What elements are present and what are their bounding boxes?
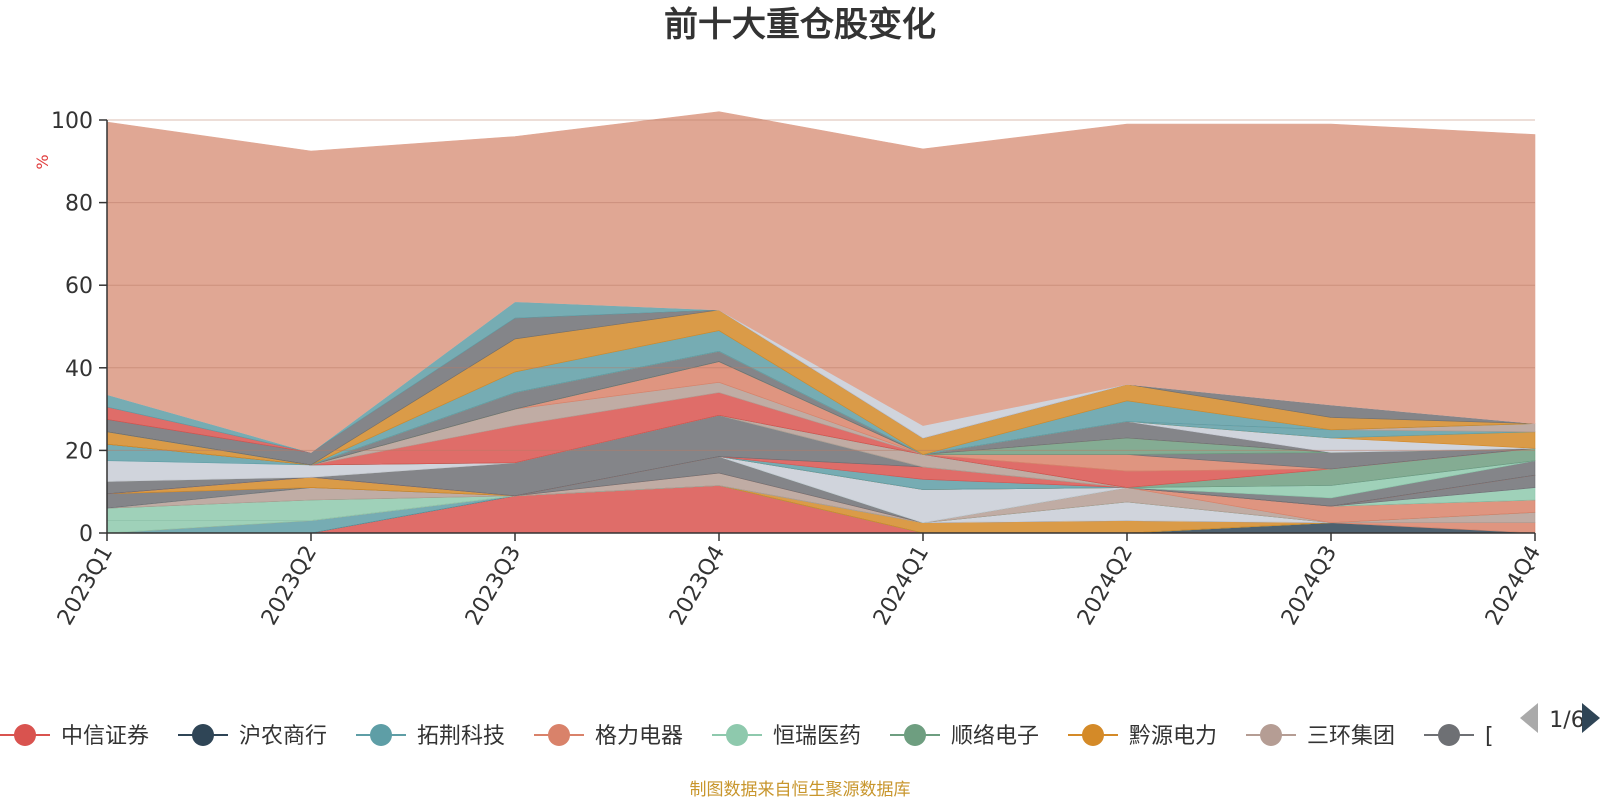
legend-item-6[interactable]: 顺络电子 (890, 724, 1039, 749)
legend-label: 恒瑞医药 (773, 724, 861, 749)
legend-marker-icon (726, 724, 748, 746)
legend-label: 格力电器 (595, 724, 683, 749)
x-tick-label-2024Q2: 2024Q2 (1073, 542, 1138, 630)
legend-item-4[interactable]: 格力电器 (534, 724, 683, 749)
x-tick-label-2024Q3: 2024Q3 (1277, 542, 1342, 630)
x-tick-label-2023Q3: 2023Q3 (461, 542, 526, 630)
legend-label: [ (1485, 724, 1494, 749)
legend-label: 三环集团 (1307, 724, 1395, 749)
legend-label: 沪农商行 (239, 724, 327, 749)
next-page-icon[interactable] (1582, 703, 1600, 733)
legend-pager: 1/6 (1520, 703, 1600, 733)
gridlines (107, 119, 1535, 451)
legend-item-7[interactable]: 黔源电力 (1068, 724, 1217, 749)
y-tick-label-80: 80 (65, 192, 93, 217)
data-source-footer: 制图数据来自恒生聚源数据库 (690, 780, 911, 800)
legend-marker-icon (1082, 724, 1104, 746)
y-axis-label: % (33, 154, 52, 169)
legend-item-9[interactable]: [ (1424, 724, 1494, 749)
legend-marker-icon (192, 724, 214, 746)
legend-marker-icon (1260, 724, 1282, 746)
chart-title: 前十大重仓股变化 (664, 5, 936, 45)
legend-label: 中信证券 (61, 724, 149, 749)
legend-marker-icon (548, 724, 570, 746)
y-tick-label-20: 20 (65, 439, 93, 464)
x-tick-label-2024Q4: 2024Q4 (1481, 542, 1546, 630)
x-tick-label-2023Q1: 2023Q1 (53, 542, 118, 630)
legend-item-8[interactable]: 三环集团 (1246, 724, 1395, 749)
legend-marker-icon (904, 724, 926, 746)
legend-marker-icon (1438, 724, 1460, 746)
legend-item-2[interactable]: 沪农商行 (178, 724, 327, 749)
y-tick-label-40: 40 (65, 357, 93, 382)
legend-marker-icon (14, 724, 36, 746)
prev-page-icon[interactable] (1520, 703, 1538, 733)
legend-item-5[interactable]: 恒瑞医药 (712, 724, 861, 749)
y-tick-label-60: 60 (65, 274, 93, 299)
x-tick-label-2024Q1: 2024Q1 (869, 542, 934, 630)
axes (99, 119, 1536, 541)
x-tick-label-2023Q2: 2023Q2 (257, 542, 322, 630)
y-tick-label-0: 0 (79, 522, 93, 547)
legend-marker-icon (370, 724, 392, 746)
legend-item-3[interactable]: 拓荆科技 (356, 724, 505, 749)
legend-label: 黔源电力 (1129, 724, 1217, 749)
legend-item-1[interactable]: 中信证券 (0, 724, 149, 749)
y-tick-label-100: 100 (51, 109, 93, 134)
y-tick-labels: 0 20 40 60 80 100 (51, 109, 93, 547)
legend-label: 顺络电子 (951, 724, 1039, 749)
legend: 中信证券 沪农商行 拓荆科技 格力电器 恒瑞医药 顺络电子 黔源电力 三环集团 [ (0, 724, 1494, 749)
legend-page-indicator: 1/6 (1549, 708, 1584, 733)
legend-label: 拓荆科技 (417, 724, 505, 749)
x-tick-labels: 2023Q1 2023Q2 2023Q3 2023Q4 2024Q1 2024Q2 2024… (53, 542, 1546, 630)
x-tick-label-2023Q4: 2023Q4 (665, 542, 730, 630)
area-series-group (106, 111, 1536, 534)
